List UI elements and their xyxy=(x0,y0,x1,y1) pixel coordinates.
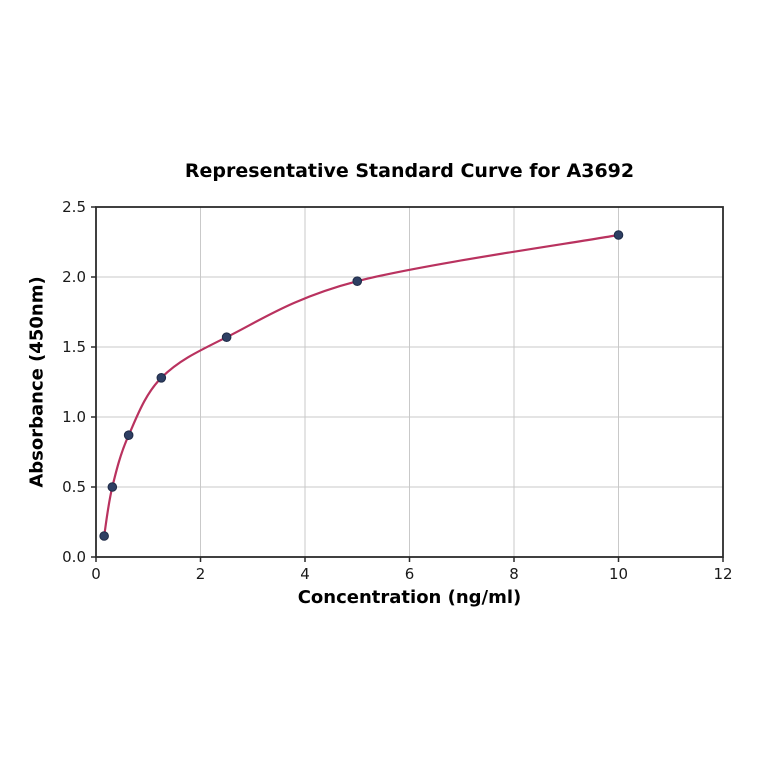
y-tick-label: 2.5 xyxy=(62,198,86,216)
y-tick-label: 0.0 xyxy=(62,548,86,566)
data-point-marker xyxy=(156,373,167,383)
x-tick-label: 4 xyxy=(300,565,310,583)
x-tick-label: 0 xyxy=(91,565,101,583)
standard-curve-line xyxy=(103,233,620,538)
y-tick-label: 2.0 xyxy=(62,268,86,286)
y-tick-label: 0.5 xyxy=(62,478,86,496)
data-point-marker xyxy=(99,531,109,541)
x-tick-label: 12 xyxy=(713,565,732,583)
chart-title: Representative Standard Curve for A3692 xyxy=(184,160,635,182)
x-tick-label: 8 xyxy=(509,565,519,583)
x-axis-label: Concentration (ng/ml) xyxy=(297,587,522,608)
x-tick-label: 6 xyxy=(405,565,415,583)
data-point-marker xyxy=(107,482,118,492)
data-point-marker xyxy=(613,230,624,240)
data-point-marker xyxy=(352,276,363,287)
x-tick-label: 2 xyxy=(196,565,206,583)
y-tick-label: 1.5 xyxy=(62,338,86,356)
data-point-marker xyxy=(123,430,134,441)
data-point-marker xyxy=(221,332,232,343)
x-tick-label: 10 xyxy=(609,565,628,583)
y-tick-label: 1.0 xyxy=(62,408,86,426)
